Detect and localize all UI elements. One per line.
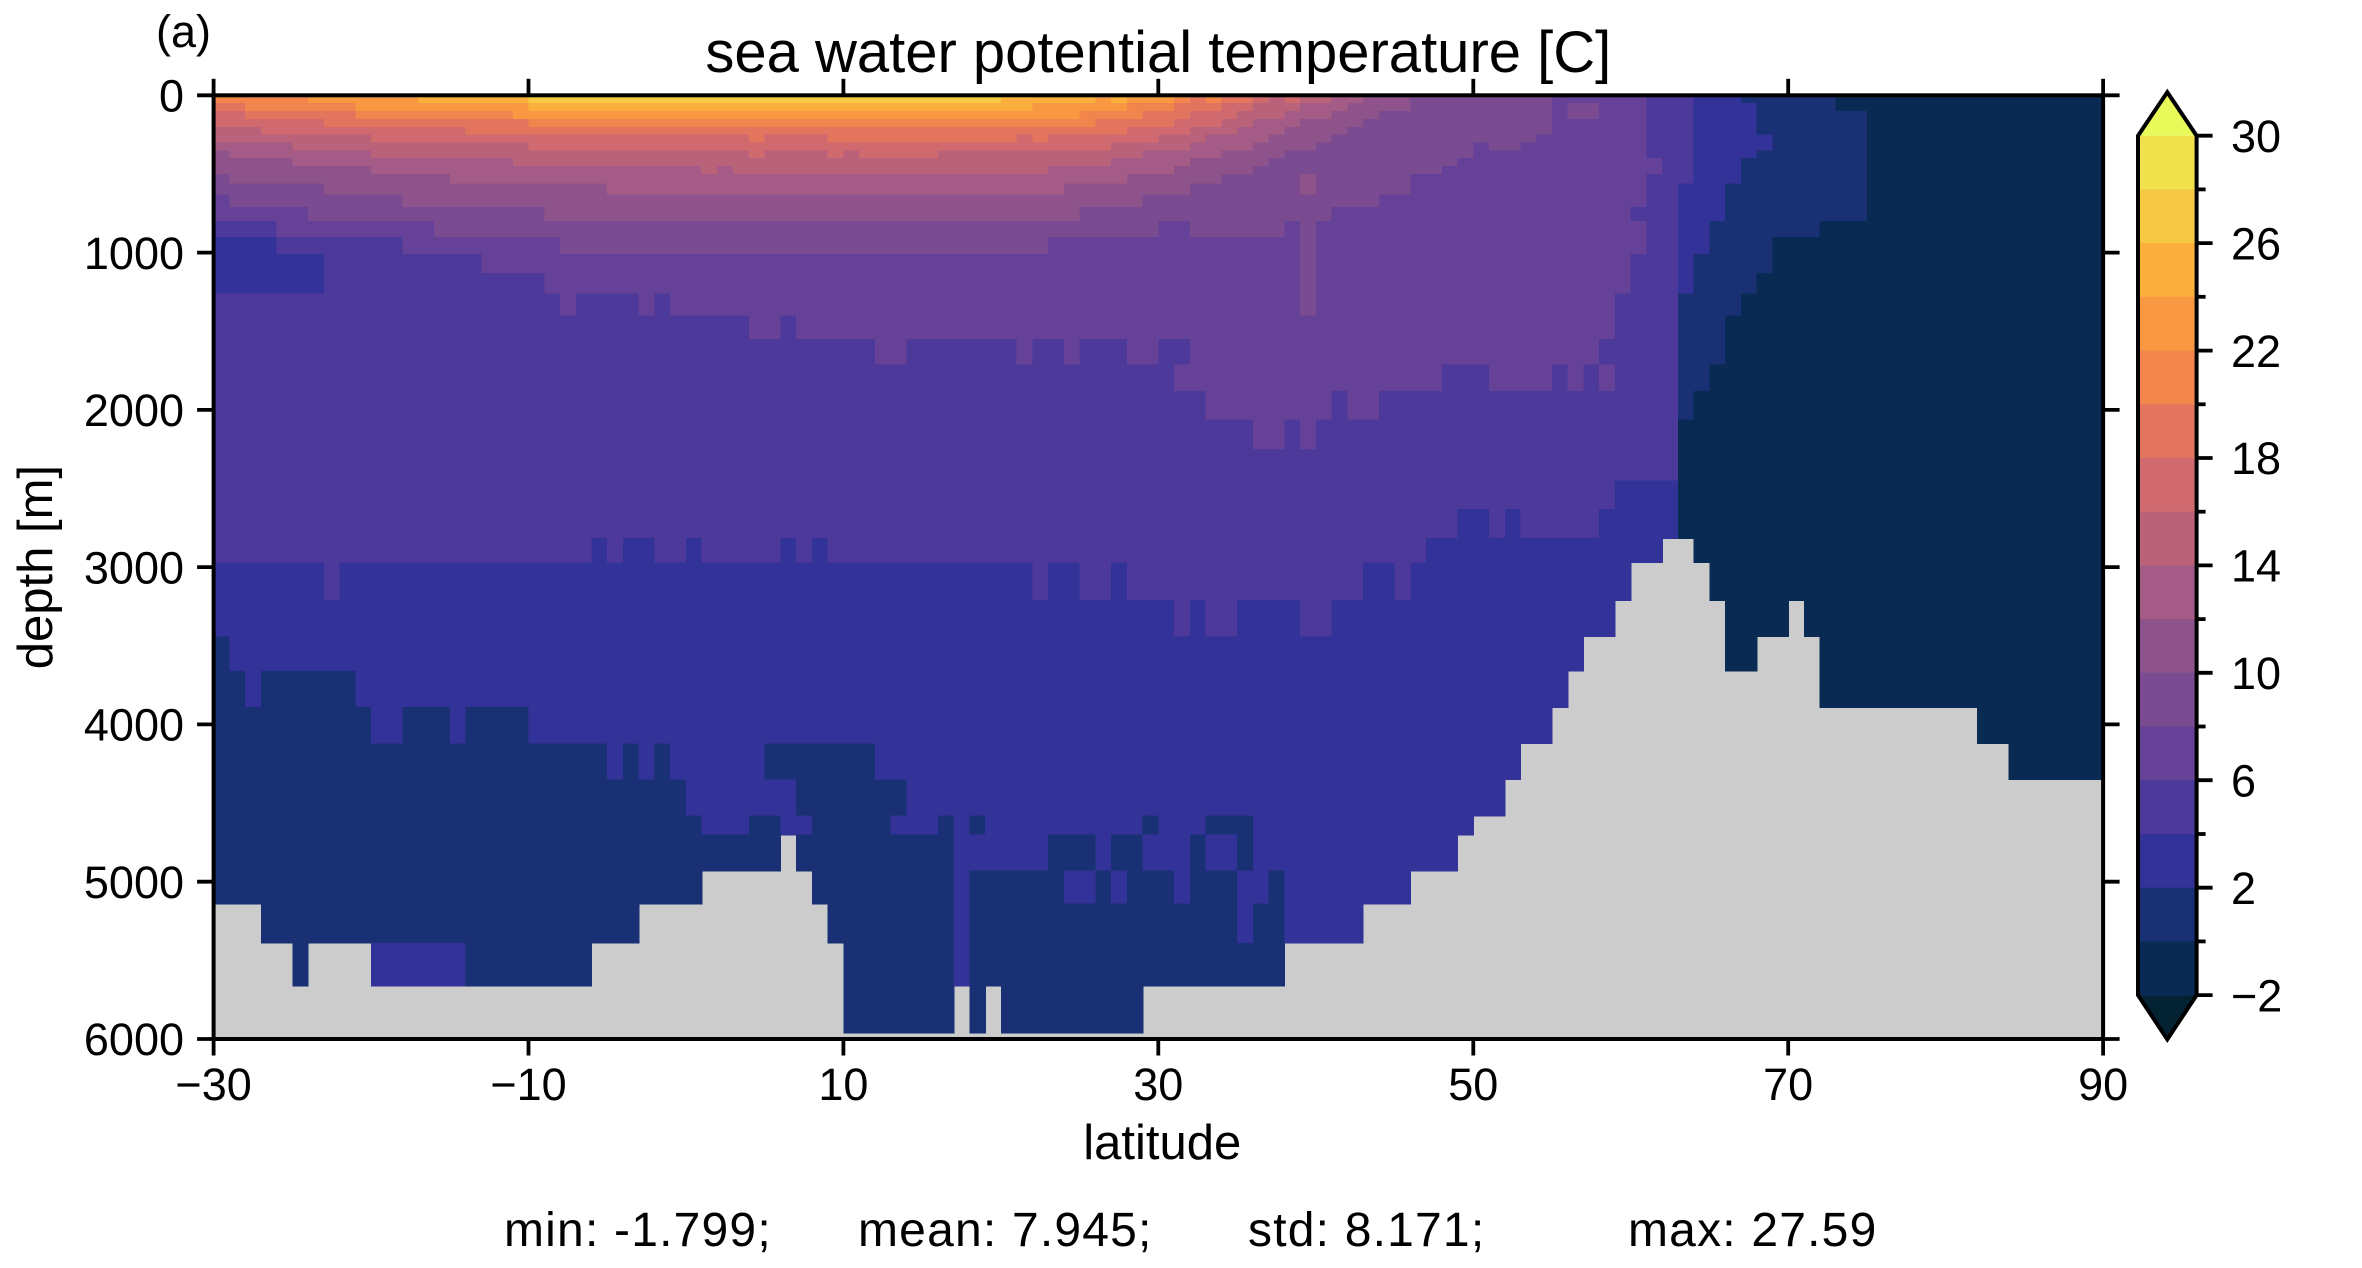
svg-text:14: 14 (2231, 541, 2281, 592)
svg-text:2: 2 (2231, 863, 2256, 914)
svg-text:latitude: latitude (1083, 1116, 1241, 1170)
svg-text:10: 10 (2231, 648, 2281, 699)
svg-text:1000: 1000 (84, 228, 184, 279)
svg-text:30: 30 (2231, 111, 2281, 162)
svg-text:10: 10 (818, 1059, 868, 1110)
svg-text:−2: −2 (2231, 970, 2282, 1021)
svg-text:4000: 4000 (84, 700, 184, 751)
svg-text:30: 30 (1133, 1059, 1183, 1110)
svg-text:min: -1.799;: min: -1.799; (504, 1204, 772, 1257)
svg-text:90: 90 (2078, 1059, 2128, 1110)
svg-text:0: 0 (159, 71, 184, 122)
svg-text:sea water potential temperatur: sea water potential temperature [C] (705, 20, 1611, 85)
svg-text:2000: 2000 (84, 385, 184, 436)
svg-text:22: 22 (2231, 326, 2281, 377)
svg-text:−10: −10 (490, 1059, 566, 1110)
svg-text:18: 18 (2231, 433, 2281, 484)
svg-text:3000: 3000 (84, 542, 184, 593)
svg-text:50: 50 (1448, 1059, 1498, 1110)
svg-text:6: 6 (2231, 756, 2256, 807)
svg-text:−30: −30 (175, 1059, 251, 1110)
svg-text:mean: 7.945;: mean: 7.945; (858, 1204, 1153, 1257)
svg-text:depth [m]: depth [m] (9, 465, 63, 669)
svg-text:26: 26 (2231, 218, 2281, 269)
svg-text:max: 27.59: max: 27.59 (1628, 1204, 1877, 1257)
svg-text:(a): (a) (156, 6, 211, 57)
svg-text:6000: 6000 (84, 1014, 184, 1065)
svg-text:5000: 5000 (84, 857, 184, 908)
svg-text:std: 8.171;: std: 8.171; (1248, 1204, 1485, 1257)
svg-text:70: 70 (1763, 1059, 1813, 1110)
